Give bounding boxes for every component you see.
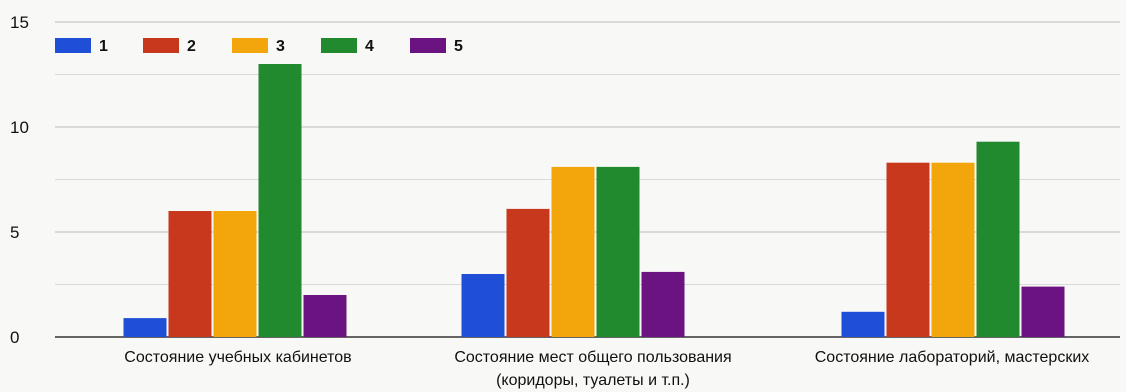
legend-item-5: 5 (410, 38, 463, 55)
bar-series-4-category-1 (258, 64, 302, 337)
bar-series-5-category-1 (303, 295, 347, 337)
legend-item-2: 2 (143, 38, 196, 55)
bar-series-2-category-3 (886, 162, 930, 337)
x-category-label: (коридоры, туалеты и т.п.) (496, 372, 690, 389)
x-axis-labels: Состояние учебных кабинетов Состояние мес… (124, 349, 1089, 389)
legend-item-4: 4 (321, 38, 374, 55)
x-category-label: Состояние учебных кабинетов (124, 349, 351, 366)
bar-series-4-category-2 (596, 166, 640, 337)
legend-label: 1 (99, 38, 108, 55)
bar-series-1-category-1 (123, 318, 167, 337)
legend-label: 3 (276, 38, 285, 55)
x-category-label: Состояние лабораторий, мастерских (815, 349, 1090, 366)
legend-label: 4 (365, 38, 374, 55)
y-tick-label: 5 (10, 223, 19, 242)
bar-series-5-category-2 (641, 271, 685, 337)
bar-series-3-category-2 (551, 166, 595, 337)
legend-item-1: 1 (55, 38, 108, 55)
y-tick-label: 15 (10, 13, 29, 32)
y-axis-ticks: 0 5 10 15 (10, 13, 29, 347)
bar-series-5-category-3 (1021, 286, 1065, 337)
x-category-label: Состояние мест общего пользования (454, 349, 731, 366)
legend-item-3: 3 (232, 38, 285, 55)
bar-series-2-category-2 (506, 208, 550, 337)
y-tick-label: 0 (10, 328, 19, 347)
legend-swatch (232, 38, 268, 53)
legend: 1 2 3 4 5 (55, 38, 463, 55)
bar-series-3-category-3 (931, 162, 975, 337)
bar-series-2-category-1 (168, 211, 212, 337)
legend-swatch (143, 38, 179, 53)
legend-swatch (410, 38, 446, 53)
bar-series-1-category-3 (841, 311, 885, 337)
y-tick-label: 10 (10, 118, 29, 137)
bars (123, 64, 1065, 337)
bar-series-4-category-3 (976, 141, 1020, 337)
bar-series-3-category-1 (213, 211, 257, 337)
bar-series-1-category-2 (461, 274, 505, 337)
legend-label: 2 (187, 38, 196, 55)
legend-swatch (321, 38, 357, 53)
legend-swatch (55, 38, 91, 53)
legend-label: 5 (454, 38, 463, 55)
